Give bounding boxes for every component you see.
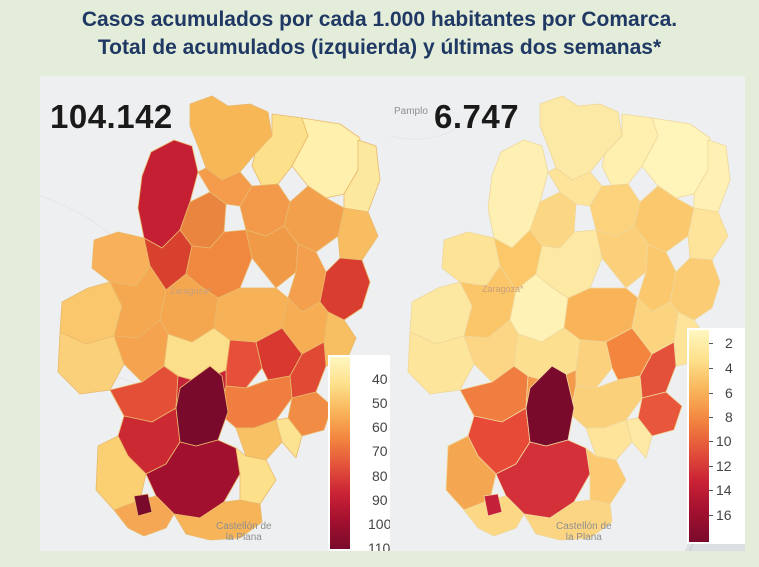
legend-tick: 100 [368, 516, 392, 532]
legend-tick: 90 [372, 492, 388, 508]
map-panel-cumulative: 104.142 Zaragoza* Castellón de la Plana … [40, 76, 392, 551]
legend-tick: 80 [372, 468, 388, 484]
legend-tickmark [709, 343, 713, 344]
legend-tickmark [709, 417, 713, 418]
cumulative-cases-total: 104.142 [50, 98, 173, 135]
legend-tick: 2 [725, 335, 733, 351]
legend-tick: 60 [372, 419, 388, 435]
city-label-castellon-line2: la Plana [565, 532, 602, 543]
legend-tick: 10 [716, 433, 732, 449]
city-label-castellon-line2: la Plana [225, 532, 262, 543]
title-line-2: Total de acumulados (izquierda) y última… [97, 36, 662, 59]
legend-tickmark [709, 466, 713, 467]
city-label-castellon: Castellón de la Plana [216, 521, 272, 543]
legend-tickmark [709, 368, 713, 369]
legend-tickmark [709, 490, 713, 491]
legend-tick: 14 [716, 482, 732, 498]
map-panel-two-weeks: 6.747 Pamplo Zaragoza* Castellón de la P… [390, 76, 745, 551]
legend-color-ramp [330, 357, 350, 549]
legend-two-weeks: 2 4 6 8 10 12 14 16 [687, 328, 745, 544]
legend-tickmark [709, 393, 713, 394]
legend-tickmark [709, 441, 713, 442]
legend-tick: 8 [725, 409, 733, 425]
city-label-castellon-line1: Castellón de [556, 521, 612, 532]
city-label-zaragoza: Zaragoza* [482, 284, 524, 294]
legend-tick: 6 [725, 385, 733, 401]
slide-title: Casos acumulados por cada 1.000 habitant… [0, 6, 759, 62]
two-week-cases-total: 6.747 [434, 98, 520, 135]
legend-tick: 70 [372, 443, 388, 459]
legend-cumulative: 40 50 60 70 80 90 100 110 [328, 355, 392, 551]
legend-tickmark [709, 515, 713, 516]
city-label-pamplona: Pamplo [394, 106, 428, 117]
legend-tick: 50 [372, 395, 388, 411]
legend-color-ramp [689, 330, 709, 542]
aragon-map-two-weeks [390, 76, 745, 551]
legend-tick: 12 [716, 458, 732, 474]
city-label-castellon-line1: Castellón de [216, 521, 272, 532]
city-label-zaragoza: Zaragoza* [170, 286, 212, 296]
legend-tick: 40 [372, 371, 388, 387]
aragon-map-cumulative [40, 76, 392, 551]
legend-tick: 4 [725, 360, 733, 376]
legend-tick: 110 [368, 540, 391, 551]
city-label-castellon: Castellón de la Plana [556, 521, 612, 543]
title-line-1: Casos acumulados por cada 1.000 habitant… [81, 8, 678, 31]
legend-tick: 16 [716, 507, 732, 523]
